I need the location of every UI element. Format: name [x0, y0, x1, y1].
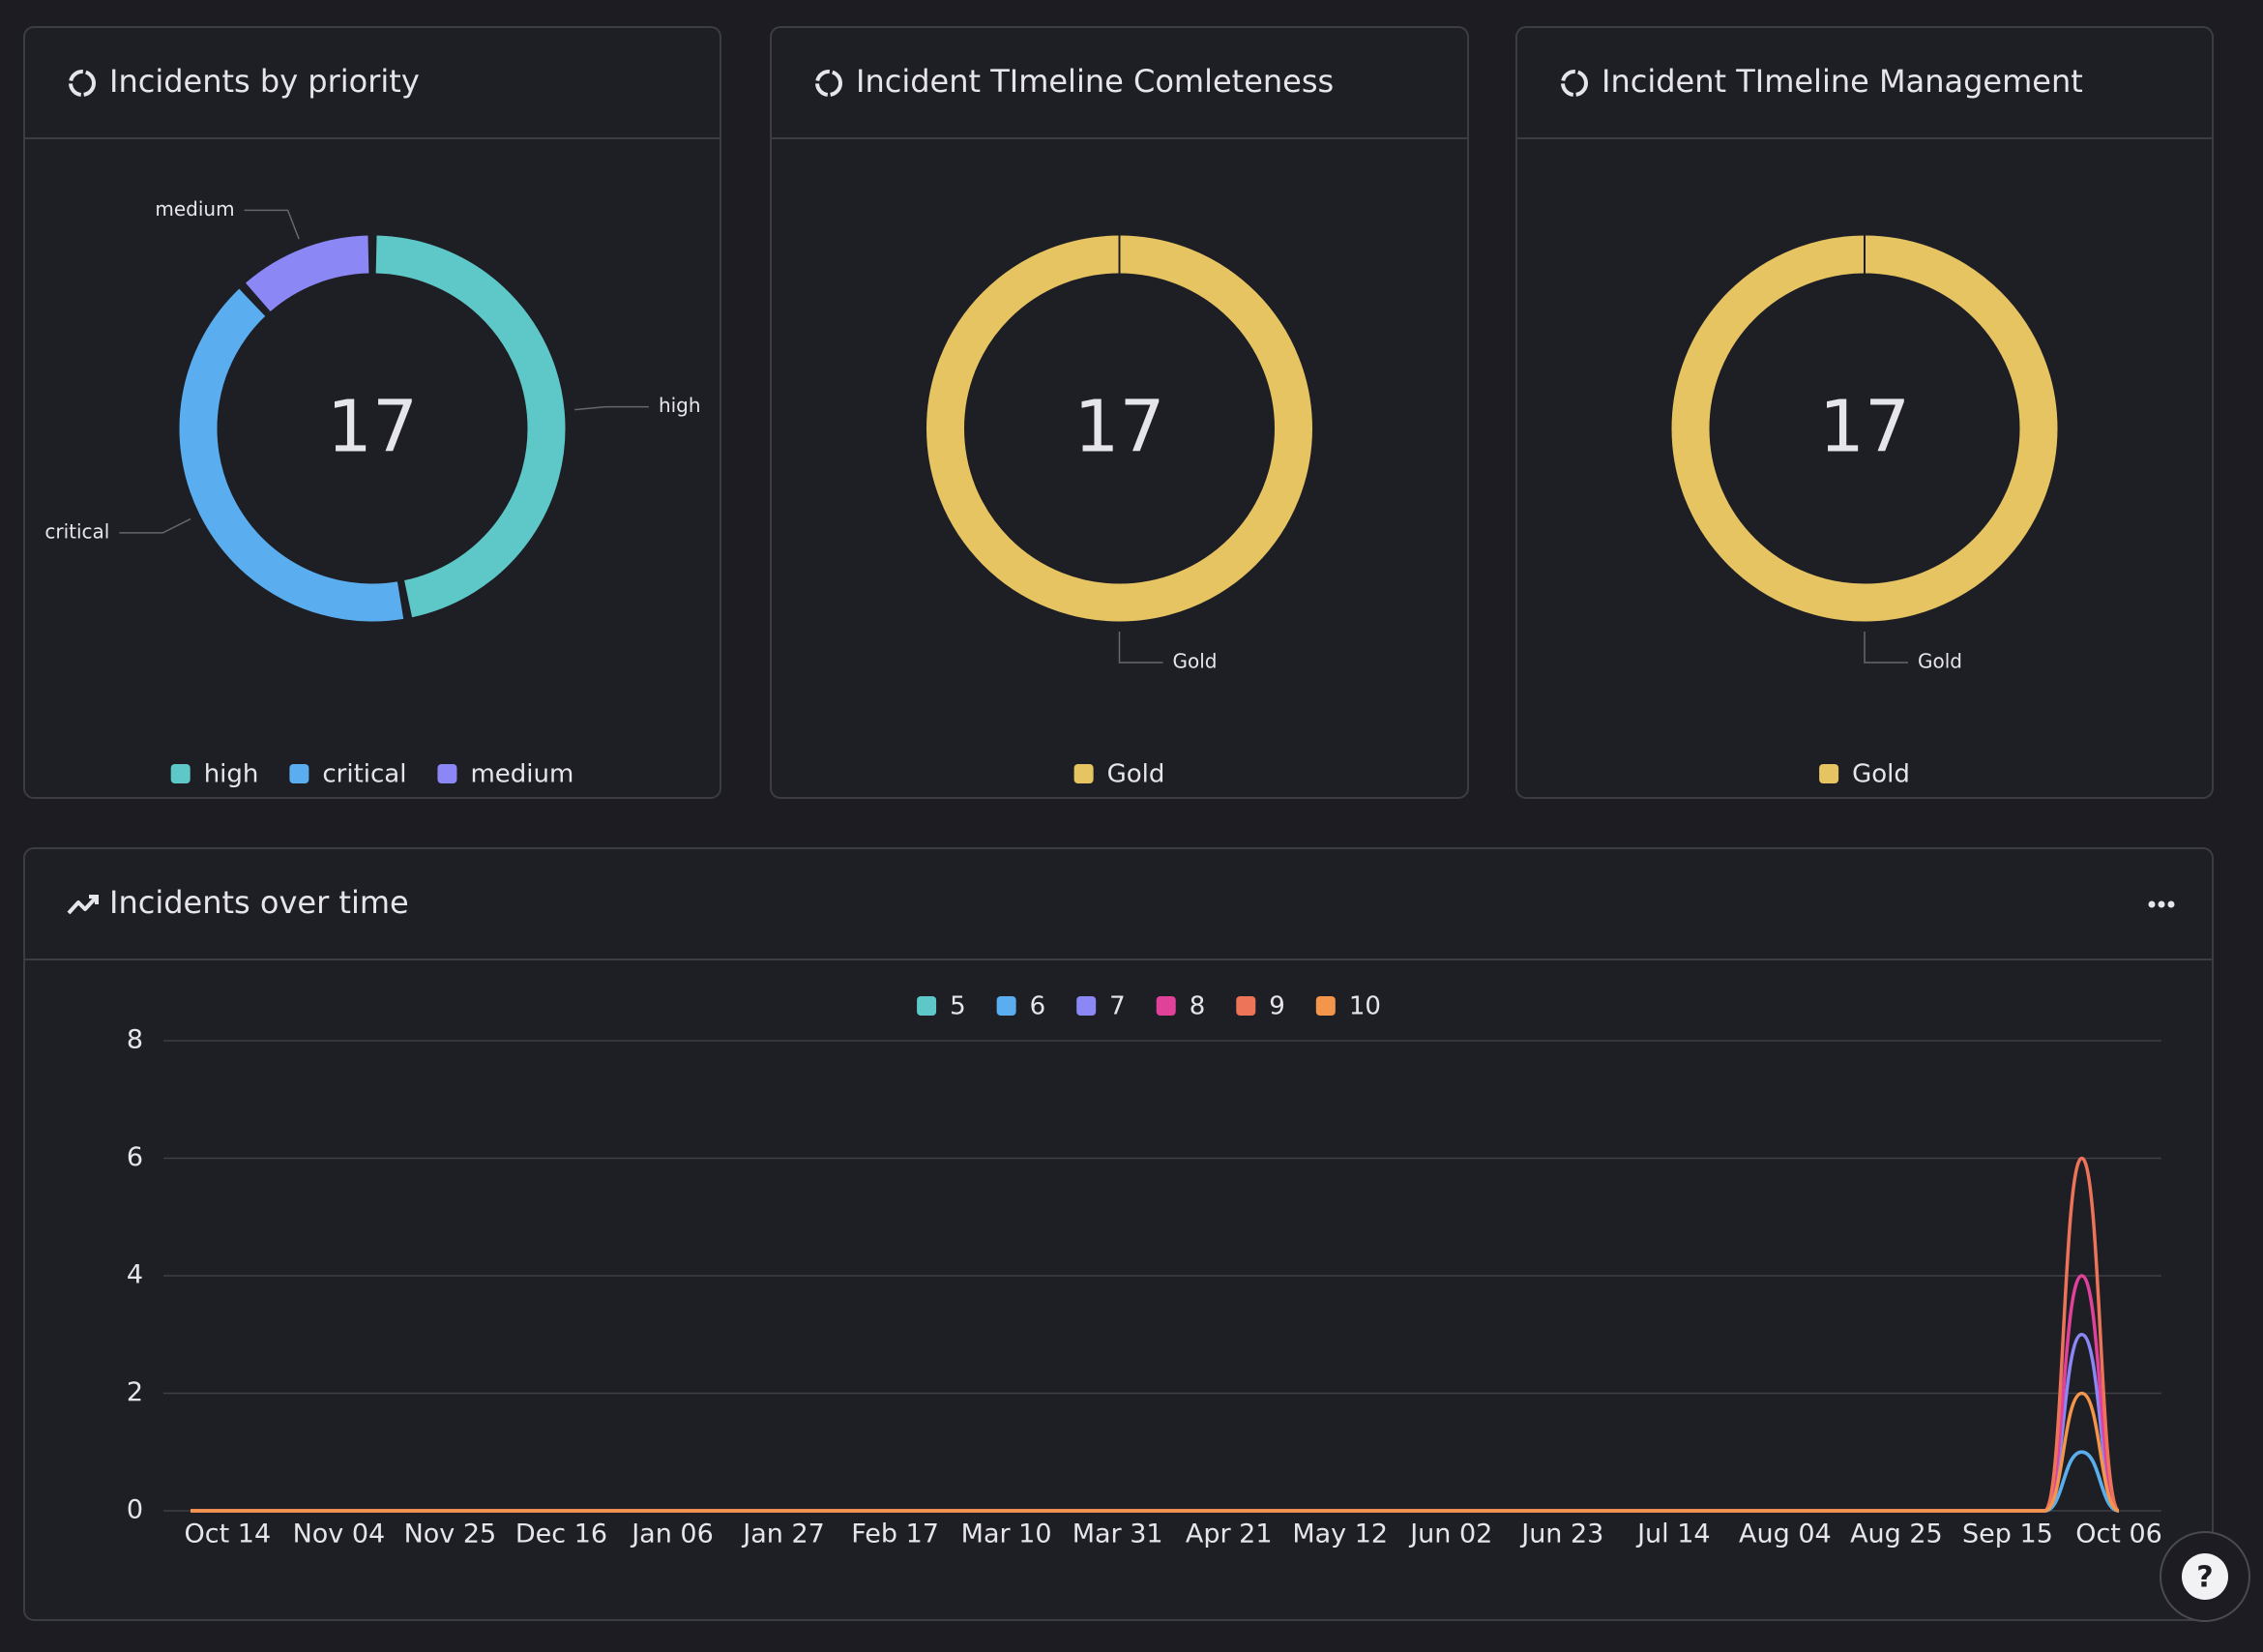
legend-label: critical [322, 760, 406, 789]
label-leader [244, 209, 300, 240]
legend: Gold [1073, 760, 1165, 789]
legend-label: 8 [1190, 992, 1206, 1021]
donut-slice [375, 235, 566, 618]
x-tick-label: Mar 31 [1073, 1519, 1163, 1549]
donut-slice [245, 235, 369, 312]
x-tick-label: May 12 [1292, 1519, 1388, 1549]
legend-label: medium [470, 760, 573, 789]
x-tick-label: Nov 25 [404, 1519, 497, 1549]
legend-label: Gold [1107, 760, 1165, 789]
pie-group: high critical medium [44, 197, 701, 622]
legend: Gold [1819, 760, 1910, 789]
legend-swatch [1315, 996, 1336, 1016]
card [770, 26, 1469, 799]
x-tick-label: Apr 21 [1186, 1519, 1273, 1549]
card [23, 847, 2214, 1621]
y-tick-label: 8 [127, 1025, 143, 1055]
label-leader [1118, 632, 1163, 664]
legend-swatch [170, 764, 191, 783]
help-button-inner[interactable] [2182, 1553, 2228, 1600]
legend-swatch [289, 764, 309, 783]
legend: 5 6 7 8 9 10 [917, 992, 1381, 1021]
donut-total: 17 [1073, 386, 1164, 469]
legend-swatch [1236, 996, 1256, 1016]
slice-label: medium [155, 197, 234, 221]
x-tick-label: Jul 14 [1635, 1519, 1711, 1549]
x-tick-label: Jan 06 [630, 1519, 714, 1549]
legend-label: 6 [1030, 992, 1046, 1021]
card-title: Incidents over time [109, 884, 409, 921]
x-tick-label: Nov 04 [293, 1519, 386, 1549]
pie-group: Gold [926, 235, 1312, 673]
label-leader [574, 405, 649, 411]
x-tick-label: Jun 23 [1519, 1519, 1603, 1549]
legend-label: 10 [1349, 992, 1381, 1021]
legend-swatch [1073, 764, 1094, 783]
help-button-label[interactable]: ? [2196, 1561, 2213, 1595]
slice-label: Gold [1918, 650, 1962, 673]
menu-dot[interactable] [2158, 900, 2165, 908]
x-tick-label: Aug 04 [1739, 1519, 1832, 1549]
x-tick-label: Sep 15 [1962, 1519, 2053, 1549]
legend-label: Gold [1852, 760, 1910, 789]
donut-total: 17 [1819, 386, 1910, 469]
title-icon [69, 70, 96, 97]
title-icon [815, 70, 842, 97]
label-leader [119, 517, 191, 534]
y-tick-label: 6 [127, 1142, 143, 1172]
legend-swatch [1156, 996, 1176, 1016]
title-icon [67, 895, 99, 915]
legend-label: 9 [1269, 992, 1285, 1021]
y-tick-label: 4 [127, 1260, 143, 1290]
x-tick-label: Oct 06 [2075, 1519, 2162, 1549]
legend: high critical medium [170, 760, 573, 789]
x-tick-label: Aug 25 [1850, 1519, 1943, 1549]
x-tick-label: Oct 14 [185, 1519, 272, 1549]
card [1515, 26, 2214, 799]
legend-swatch [1076, 996, 1097, 1016]
menu-dot[interactable] [2167, 900, 2175, 908]
label-leader [1864, 632, 1908, 664]
y-tick-label: 0 [127, 1495, 143, 1525]
card-title: Incident TImeline Management [1602, 63, 2083, 100]
menu-dot[interactable] [2148, 900, 2156, 908]
legend-swatch [1819, 764, 1839, 783]
slice-label: high [659, 394, 701, 417]
legend-swatch [437, 764, 457, 783]
x-tick-label: Mar 10 [961, 1519, 1052, 1549]
x-tick-label: Jan 27 [741, 1519, 825, 1549]
card [23, 26, 721, 799]
card-title: Incidents by priority [109, 63, 420, 100]
legend-swatch [917, 996, 937, 1016]
title-icon [89, 895, 99, 904]
slice-label: critical [44, 519, 109, 543]
x-tick-label: Jun 02 [1408, 1519, 1492, 1549]
x-tick-label: Dec 16 [515, 1519, 607, 1549]
x-tick-label: Feb 17 [851, 1519, 939, 1549]
pie-group: Gold [1671, 235, 2058, 673]
y-tick-label: 2 [127, 1377, 143, 1407]
card-title: Incident TImeline Comleteness [856, 63, 1334, 100]
legend-label: 5 [950, 992, 966, 1021]
legend-label: 7 [1109, 992, 1126, 1021]
donut-slice [179, 288, 404, 622]
donut-total: 17 [327, 386, 418, 469]
slice-label: Gold [1173, 650, 1218, 673]
title-icon [1561, 70, 1588, 97]
legend-label: high [204, 760, 259, 789]
series-line [191, 1391, 2120, 1513]
legend-swatch [996, 996, 1016, 1016]
